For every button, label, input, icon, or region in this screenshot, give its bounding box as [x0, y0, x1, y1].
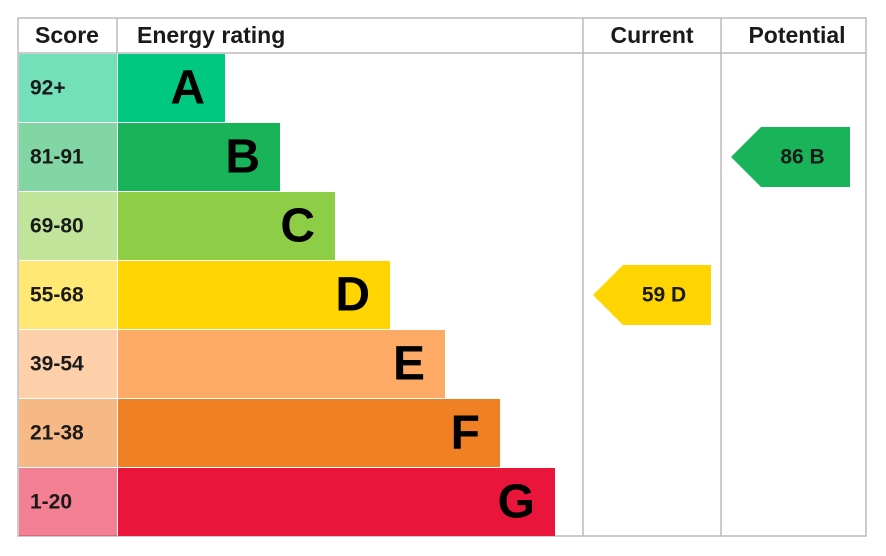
rating-letter: F	[451, 407, 480, 460]
rating-letter: A	[170, 62, 205, 115]
rating-bar	[118, 468, 555, 536]
score-label: 92+	[30, 77, 66, 100]
rating-bar	[118, 330, 445, 398]
score-cell	[19, 468, 117, 536]
rating-letter: G	[498, 476, 535, 529]
score-label: 39-54	[30, 353, 84, 376]
score-label: 55-68	[30, 284, 84, 307]
header-cell: Energy rating	[137, 22, 285, 48]
score-cell	[19, 123, 117, 191]
rating-letter: E	[393, 338, 425, 391]
score-label: 69-80	[30, 215, 84, 238]
score-cell	[19, 192, 117, 260]
rating-bar	[118, 54, 225, 122]
rating-bar	[118, 399, 500, 467]
score-label: 1-20	[30, 491, 72, 514]
score-cell	[19, 54, 117, 122]
rating-bar	[118, 123, 280, 191]
header-cell: Current	[610, 22, 693, 48]
current-arrow	[593, 265, 711, 325]
rating-bar	[118, 261, 390, 329]
rating-bar	[118, 192, 335, 260]
score-cell	[19, 330, 117, 398]
potential-label: 86 B	[780, 146, 824, 169]
header-cell: Potential	[748, 22, 845, 48]
header-cell: Score	[35, 22, 99, 48]
score-label: 81-91	[30, 146, 84, 169]
rating-letter: D	[335, 269, 370, 322]
potential-arrow	[731, 127, 850, 187]
rating-letter: C	[280, 200, 315, 253]
score-label: 21-38	[30, 422, 84, 445]
score-cell	[19, 399, 117, 467]
rating-letter: B	[225, 131, 260, 184]
current-label: 59 D	[642, 284, 686, 307]
score-cell	[19, 261, 117, 329]
